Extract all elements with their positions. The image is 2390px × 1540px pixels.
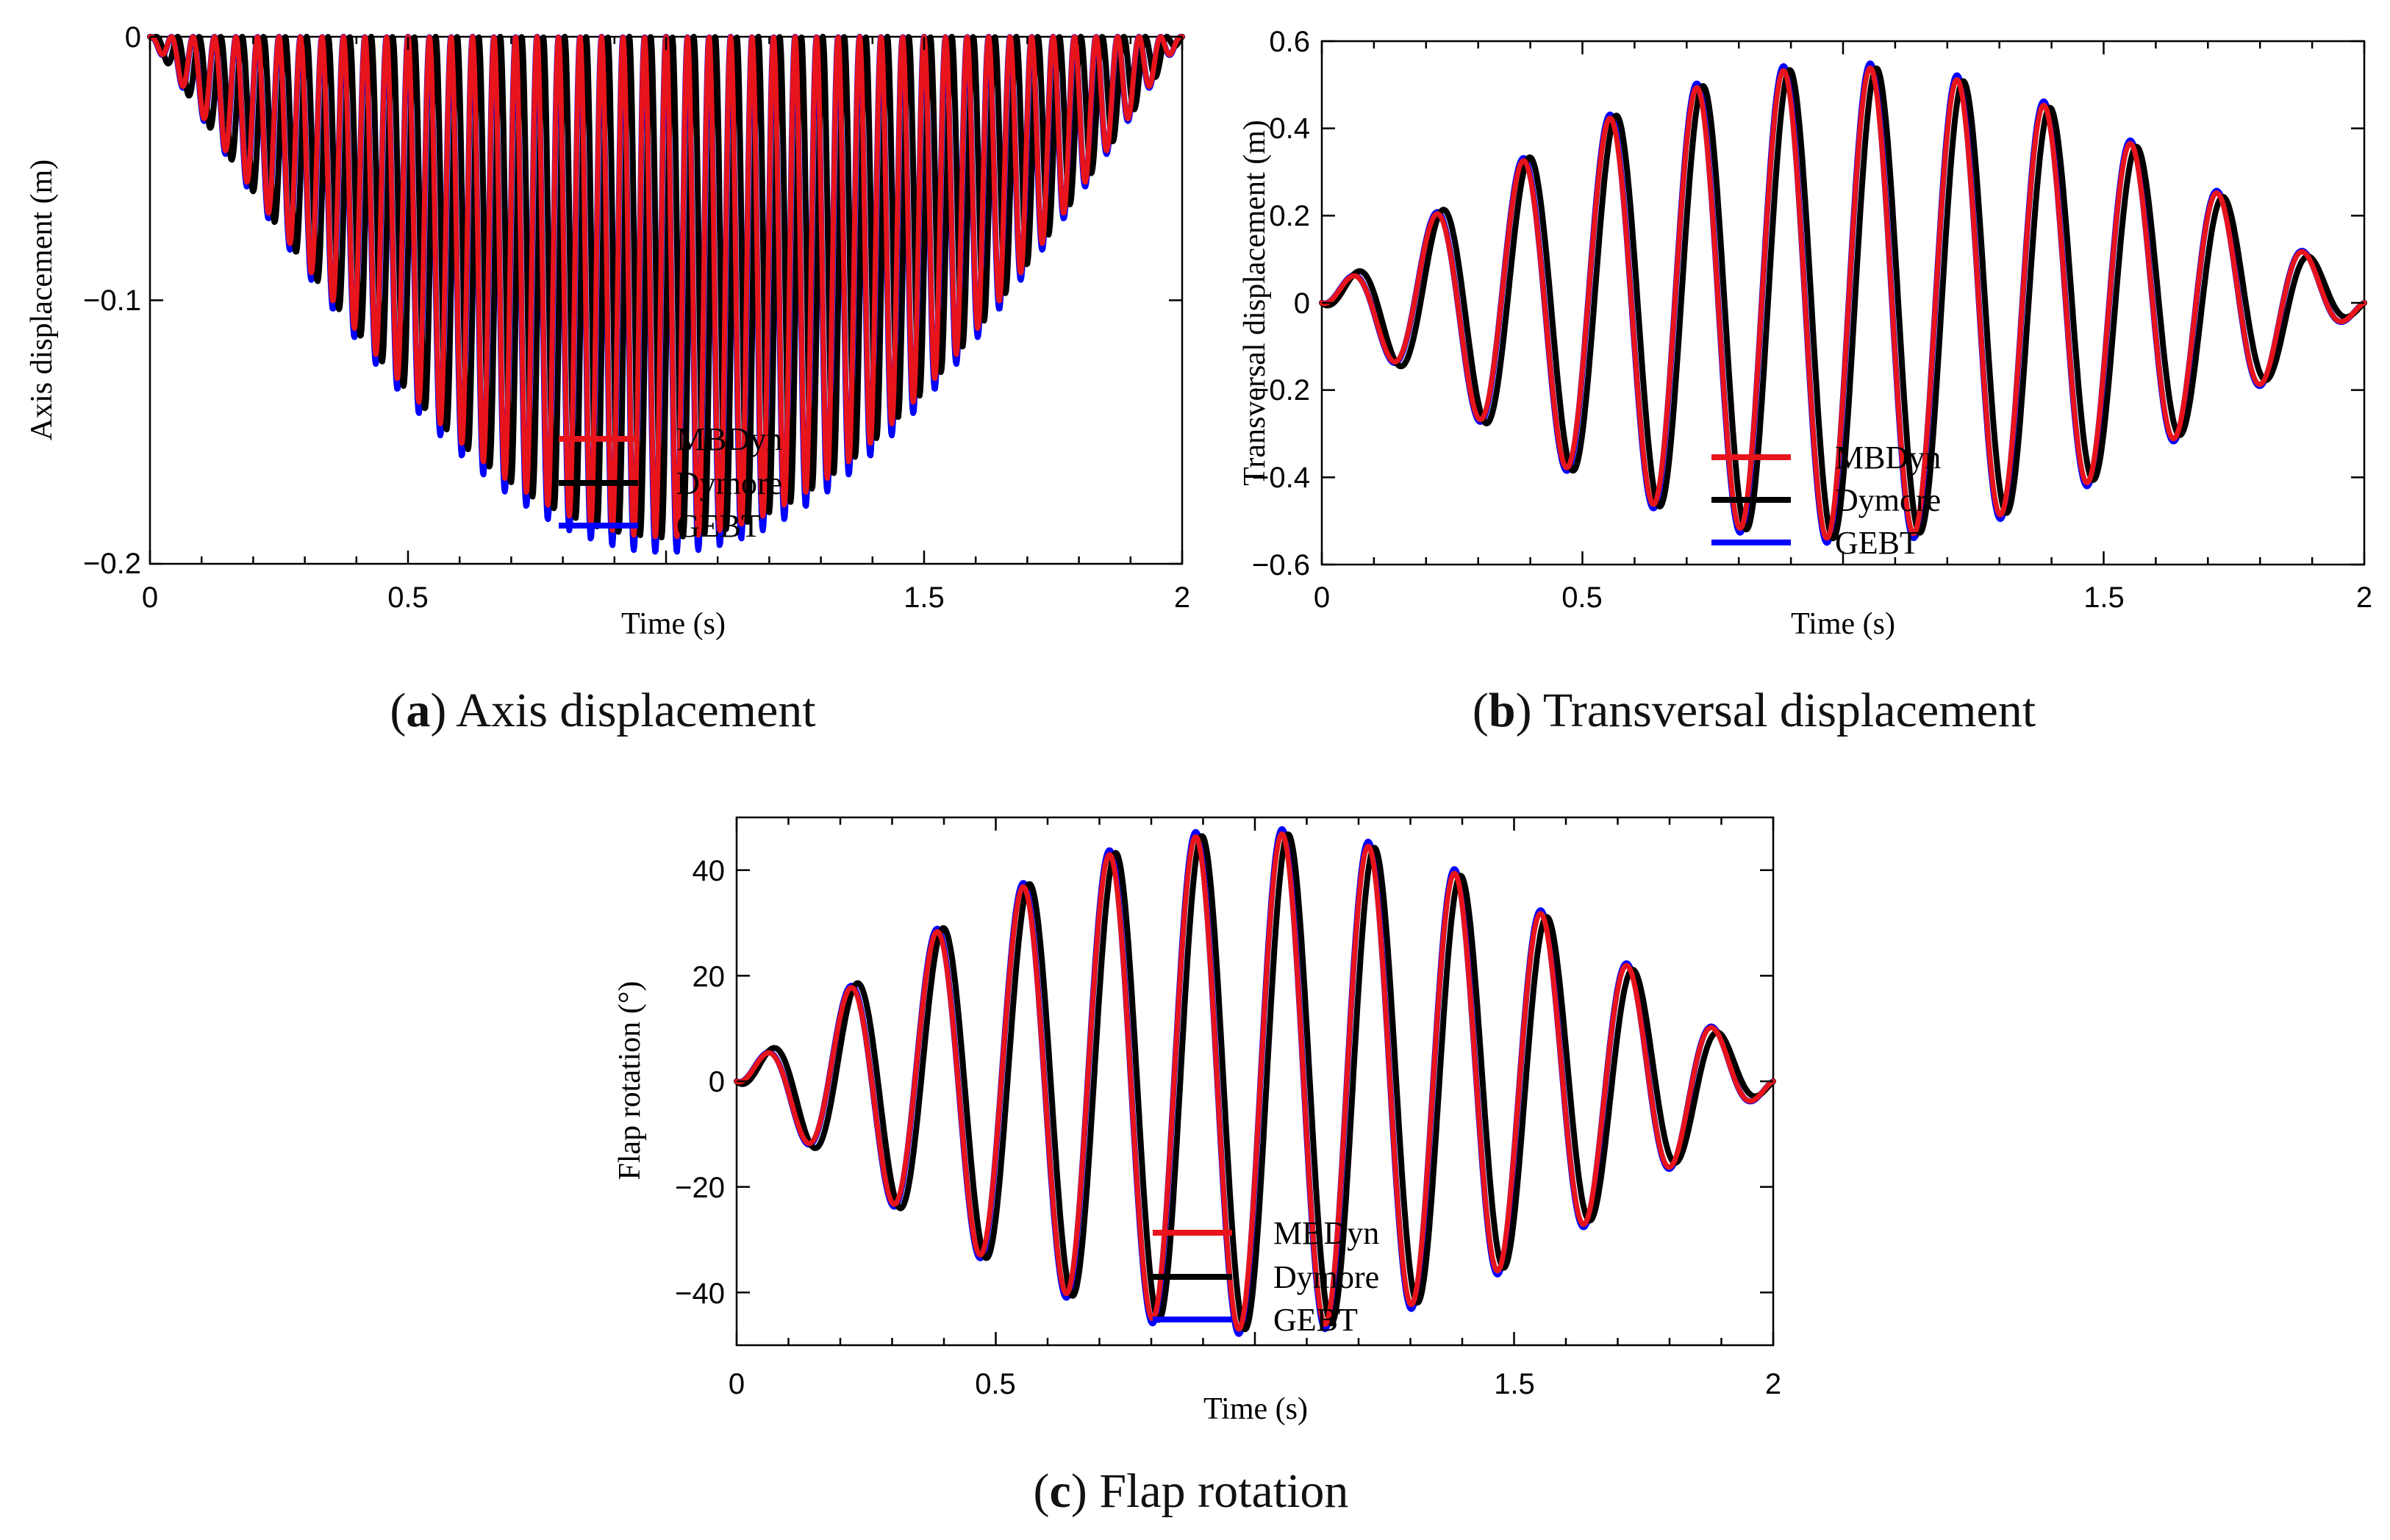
- y-tick-label: 0.2: [1269, 200, 1310, 232]
- legend-label: Dymore: [676, 465, 782, 501]
- x-tick-label: 0.5: [1561, 581, 1603, 614]
- x-tick-label: 0.5: [975, 1368, 1016, 1400]
- y-tick-label: −40: [675, 1278, 725, 1310]
- y-axis-title: Flap rotation (°): [613, 981, 647, 1180]
- series-line-mbdyn: [734, 831, 1776, 1332]
- series-line-mbdyn: [1319, 65, 2367, 541]
- y-tick-label: 0: [709, 1066, 725, 1098]
- ticks-b: [1320, 40, 2366, 566]
- caption-text: Transversal displacement: [1543, 684, 2036, 737]
- y-tick-label: −0.4: [1252, 462, 1310, 494]
- x-tick-label: 0: [1314, 581, 1330, 614]
- caption-b: (b) Transversal displacement: [1473, 684, 2036, 737]
- series-line-dymore: [147, 34, 1185, 541]
- legend-label: MBDyn: [1273, 1215, 1379, 1251]
- y-tick-label: 20: [693, 961, 726, 993]
- x-axis-title: Time (s): [1203, 1392, 1308, 1426]
- x-tick-label: 1.5: [1494, 1368, 1535, 1400]
- y-tick-label: −0.2: [1252, 374, 1310, 407]
- panel-b: 0.6 0.4 0.2 0 −0.2 −0.4 −0.6 0 0.5 1.5 2…: [1238, 26, 2372, 737]
- x-tick-label: 0: [729, 1368, 745, 1400]
- caption-c: (c) Flap rotation: [1034, 1464, 1349, 1518]
- y-axis-title: Axis displacement (m): [25, 160, 59, 441]
- panel-c: 40 20 0 −20 −40 0 0.5 1.5 2 Time (s) Fla…: [613, 816, 1781, 1518]
- x-tick-label: 0: [142, 581, 158, 614]
- legend-label: MBDyn: [676, 421, 782, 457]
- series-group-b: [1319, 60, 2367, 546]
- y-tick-label: −0.6: [1252, 549, 1310, 581]
- x-axis-title: Time (s): [621, 607, 726, 641]
- caption-text: Axis displacement: [456, 684, 815, 737]
- x-axis-title: Time (s): [1791, 607, 1895, 641]
- legend-label: Dymore: [1273, 1259, 1379, 1295]
- legend-label: MBDyn: [1835, 440, 1941, 476]
- y-tick-label: 40: [693, 855, 726, 887]
- legend-c: MBDyn Dymore GEBT: [1153, 1215, 1379, 1338]
- series-line-dymore: [1319, 65, 2367, 542]
- x-tick-label: 1.5: [2083, 581, 2125, 614]
- y-tick-label: 0: [1294, 287, 1310, 320]
- legend-label: GEBT: [1835, 525, 1919, 561]
- x-tick-label: 2: [1174, 581, 1190, 614]
- caption-letter: b: [1489, 684, 1516, 737]
- y-axis-title: Transversal displacement (m): [1238, 120, 1272, 486]
- caption-letter: c: [1050, 1464, 1071, 1518]
- y-tick-label: 0.4: [1269, 112, 1310, 145]
- legend-label: GEBT: [676, 508, 761, 544]
- x-tick-label: 2: [1765, 1368, 1781, 1400]
- ticks-a: [149, 35, 1184, 565]
- caption-letter: a: [406, 684, 430, 737]
- y-tick-label: −20: [675, 1172, 725, 1204]
- y-tick-label: 0: [125, 21, 141, 54]
- caption-a: (a) Axis displacement: [390, 684, 815, 737]
- y-tick-label: 0.6: [1269, 26, 1310, 58]
- legend-b: MBDyn Dymore GEBT: [1711, 440, 1941, 561]
- x-tick-label: 0.5: [387, 581, 429, 614]
- series-line-dymore: [734, 831, 1776, 1333]
- y-tick-label: −0.1: [83, 284, 141, 317]
- ticks-c: [735, 817, 1775, 1345]
- caption-text: Flap rotation: [1099, 1464, 1348, 1518]
- panel-a: 0 −0.1 −0.2 0 0.5 1.5 2 Time (s) Axis di…: [25, 21, 1190, 737]
- x-tick-label: 2: [2356, 581, 2372, 614]
- legend-label: GEBT: [1273, 1302, 1358, 1338]
- legend-a: MBDyn Dymore GEBT: [559, 421, 782, 544]
- x-tick-label: 1.5: [904, 581, 945, 614]
- series-group-c: [734, 825, 1776, 1337]
- series-group-a: [147, 34, 1185, 555]
- legend-label: Dymore: [1835, 482, 1941, 518]
- y-tick-label: −0.2: [83, 548, 141, 580]
